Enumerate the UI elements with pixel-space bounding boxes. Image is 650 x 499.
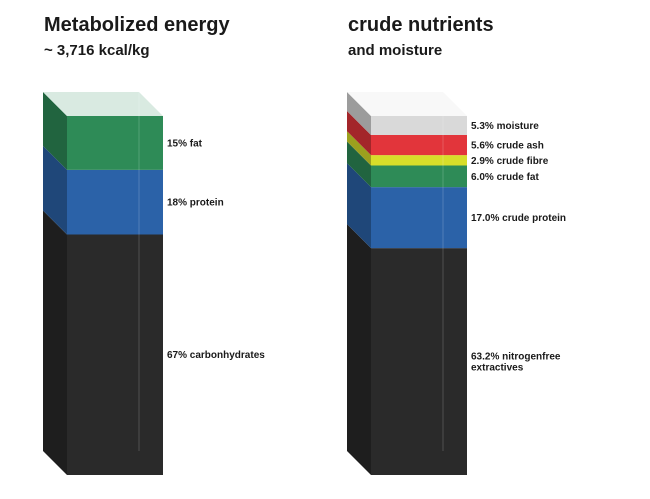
bar-segment <box>371 135 467 156</box>
metabolized-energy-panel: Metabolized energy ~ 3,716 kcal/kg 67% c… <box>0 0 300 499</box>
bar-segment <box>67 234 163 475</box>
bar-segment <box>371 155 467 166</box>
data-label: 67% carbonhydrates <box>167 350 265 361</box>
bar-segment <box>371 248 467 475</box>
data-label: 5.3% moisture <box>471 121 539 132</box>
data-label: 15% fat <box>167 138 203 149</box>
bar-side-face <box>347 92 371 136</box>
chart-subtitle: and moisture <box>348 42 443 59</box>
bar-segment <box>67 169 163 235</box>
bar-side-face <box>347 163 371 249</box>
bar-segment-shade <box>67 116 163 170</box>
data-label: 5.6% crude ash <box>471 141 544 152</box>
bar-top-face <box>43 92 163 116</box>
crude-nutrients-stack: 63.2% nitrogenfree extractives 17.0% crude… <box>347 92 566 475</box>
crude-nutrients-panel: crude nutrients and moisture 63.2% nitro… <box>304 0 604 499</box>
bar-side-face <box>43 92 67 170</box>
bar-side-face <box>347 141 371 188</box>
bar-side-face <box>43 210 67 475</box>
data-label: 17.0% crude protein <box>471 213 566 224</box>
bar-segment-shade <box>371 248 467 475</box>
data-label: 2.9% crude fibre <box>471 156 549 167</box>
bar-segment-shade <box>67 234 163 475</box>
bar-side-face <box>347 131 371 166</box>
bar-segment <box>371 187 467 249</box>
bar-segment <box>371 116 467 136</box>
bar-segment-shade <box>371 187 467 248</box>
bar-segment-shade <box>371 155 467 165</box>
bar-segment-shade <box>371 135 467 155</box>
bar-side-face <box>43 145 67 235</box>
bar-segment <box>371 165 467 188</box>
bar-side-face <box>347 111 371 156</box>
bar-segment <box>67 116 163 170</box>
bar-segment-shade <box>67 170 163 235</box>
bar-side-face <box>347 224 371 475</box>
bar-segment-shade <box>371 166 467 188</box>
bar-segment-shade <box>371 116 467 135</box>
data-label: 18% protein <box>167 198 224 209</box>
chart-subtitle: ~ 3,716 kcal/kg <box>44 42 150 59</box>
metabolized-energy-stack: 67% carbonhydrates 18% protein 15% fat <box>43 92 265 475</box>
chart-title: crude nutrients <box>348 14 494 36</box>
data-label: 63.2% nitrogenfree extractives <box>471 352 561 374</box>
data-label: 6.0% crude fat <box>471 172 539 183</box>
bar-top-face <box>347 92 467 116</box>
chart-title: Metabolized energy <box>44 14 230 36</box>
